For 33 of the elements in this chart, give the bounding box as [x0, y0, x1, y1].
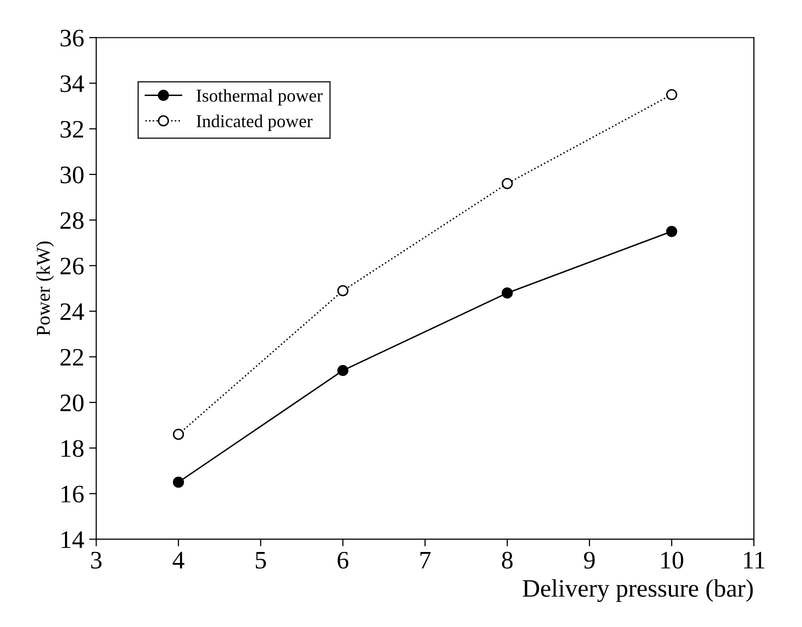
y-tick-label: 26 — [60, 258, 84, 275]
y-tick-label: 30 — [60, 166, 84, 184]
y-tick-label: 18 — [62, 440, 84, 457]
x-tick-label: 10 — [661, 552, 684, 569]
point — [502, 287, 513, 299]
x-tick-label: 5 — [256, 552, 266, 569]
y-tick-label: 22 — [60, 348, 84, 366]
y-tick-label: 28 — [60, 212, 84, 229]
x-tick-label: 6 — [338, 552, 348, 569]
point — [172, 476, 184, 488]
point — [172, 428, 184, 440]
y-tick-label: 14 — [62, 531, 84, 548]
legend-label: Isothermal power — [196, 89, 323, 106]
point — [666, 226, 678, 237]
y-tick-label: 34 — [60, 75, 84, 92]
point — [337, 285, 348, 296]
x-tick-label: 9 — [584, 552, 595, 569]
x-tick-label: 3 — [91, 552, 102, 569]
legend-label: Indicated power — [196, 114, 313, 131]
x-tick-label: 11 — [744, 552, 764, 568]
y-tick-label: 36 — [60, 30, 84, 47]
x-tick-label: 7 — [420, 552, 431, 568]
y-tick-label: 16 — [62, 486, 84, 503]
x-tick-label: 4 — [172, 552, 184, 568]
point — [337, 364, 348, 376]
y-tick-label: 20 — [60, 394, 84, 412]
y-tick-label: 32 — [60, 120, 84, 138]
x-tick-label: 8 — [502, 552, 513, 569]
y-axis-title: Power (kW) — [36, 241, 54, 336]
point — [666, 89, 678, 100]
y-tick-label: 24 — [60, 303, 84, 320]
point — [502, 178, 513, 190]
x-axis-title: Delivery pressure (bar) — [522, 579, 753, 602]
